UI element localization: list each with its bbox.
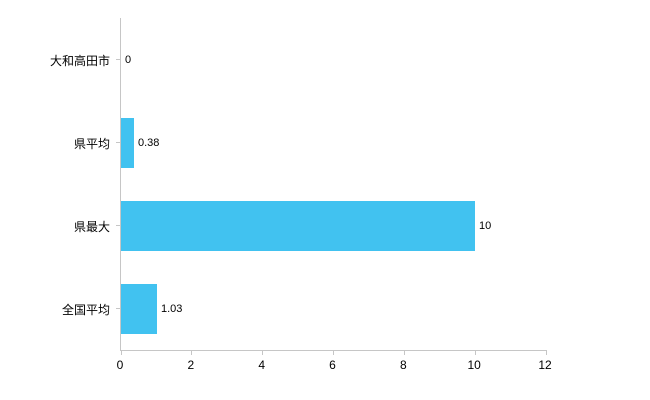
x-axis-tick [545, 350, 547, 355]
x-axis-tick-label: 4 [258, 358, 265, 372]
value-label: 0 [125, 53, 132, 66]
x-axis-tick [474, 350, 476, 355]
value-label: 0.38 [138, 136, 160, 149]
x-axis-tick [191, 350, 193, 355]
category-label: 県平均 [73, 136, 110, 151]
x-axis-tick [120, 350, 122, 355]
category-label: 全国平均 [61, 302, 110, 317]
x-axis-tick [403, 350, 405, 355]
bar-3 [121, 283, 157, 334]
bar-2 [121, 200, 475, 251]
y-axis-tick [116, 308, 121, 309]
x-axis-tick [262, 350, 264, 355]
category-label: 県最大 [73, 219, 110, 234]
x-axis-tick-label: 8 [399, 358, 407, 372]
x-axis-tick-label: 6 [329, 358, 336, 372]
x-axis-tick [333, 350, 334, 355]
x-axis-tick-label: 12 [538, 358, 552, 372]
y-axis-tick [116, 142, 121, 143]
y-axis-tick [116, 59, 121, 60]
x-axis-tick-label: 2 [187, 358, 195, 372]
x-axis-tick-label: 10 [467, 358, 481, 372]
value-label: 10 [479, 219, 492, 232]
y-axis-tick [116, 225, 121, 226]
value-label: 1.03 [161, 302, 183, 315]
x-axis-tick-label: 0 [116, 358, 124, 372]
bar-1 [121, 117, 134, 168]
category-label: 大和高田市 [49, 53, 110, 68]
plot-area: 0 0.38 10 1.03 [116, 18, 547, 355]
